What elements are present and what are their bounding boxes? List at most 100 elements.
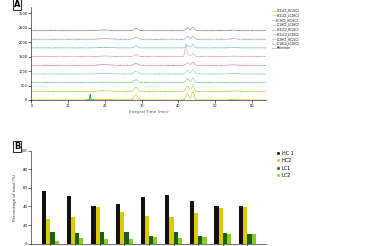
Text: A: A xyxy=(14,0,20,9)
Line: LC1HC1_LC2HC2: LC1HC1_LC2HC2 xyxy=(31,69,266,74)
Bar xyxy=(104,239,108,244)
Bar xyxy=(116,204,120,244)
HC1LC2_HC2LC1 xyxy=(144,64,148,67)
Bar xyxy=(178,238,182,244)
Line: Reference: Reference xyxy=(31,27,266,31)
HC1LC2_HC2LC1 xyxy=(264,64,269,67)
HC1LC1_LC2HC2 xyxy=(258,90,262,93)
HC1LC2_HC2LC1 xyxy=(137,63,142,66)
LC1HC2_LC2HC2 xyxy=(41,38,46,41)
LC1HC1_LC2HC2 xyxy=(264,73,269,76)
HC1LC2_LC2HC2 xyxy=(137,55,142,58)
HC1LC2_LC2HC2 xyxy=(184,42,188,45)
HC1LC2_HC2LC1 xyxy=(41,64,46,67)
LC HC1_HC2LC2 xyxy=(191,77,195,79)
HC1LC2_HC2LC1 xyxy=(81,64,85,67)
LC HC1_HC2LC2 xyxy=(258,81,262,84)
LC1HC2_LC2HC2 xyxy=(258,38,262,41)
HC1LC2_LC2HC2 xyxy=(258,55,262,58)
Line: LC1HC2_LC2HC2: LC1HC2_LC2HC2 xyxy=(31,36,266,40)
HC1LC1_HC2LC2 xyxy=(191,90,195,93)
Bar xyxy=(214,206,219,244)
Y-axis label: Percentage of total (%): Percentage of total (%) xyxy=(13,173,17,221)
LC HC1_HC2LC2 xyxy=(137,81,142,84)
Bar xyxy=(124,231,128,244)
LC1HC1_LC2HC2 xyxy=(159,73,163,76)
LC2HC1_HC2LC1 xyxy=(258,46,262,49)
Bar xyxy=(149,236,153,244)
HC1LC1_HC2LC2 xyxy=(258,99,262,102)
Bar xyxy=(190,201,194,244)
HC1LC2_LC2HC2 xyxy=(29,55,34,58)
LC1HC1_LC2HC2 xyxy=(41,72,46,75)
LC HC1_HC2LC2 xyxy=(208,81,212,84)
LC HC1_HC2LC2 xyxy=(29,81,34,84)
LC2HC1_HC2LC1 xyxy=(264,46,269,49)
Text: B: B xyxy=(14,142,20,151)
HC1LC1_LC2HC2 xyxy=(258,90,262,93)
Reference xyxy=(258,29,262,32)
HC1LC1_HC2LC2 xyxy=(264,99,269,102)
LC1HC2_LC2HC2 xyxy=(124,38,128,41)
LC2HC1_HC2LC1 xyxy=(258,46,262,49)
Reference xyxy=(144,29,148,32)
HC1LC2_HC2LC1 xyxy=(191,61,195,64)
HC1LC2_HC2LC1 xyxy=(258,64,262,67)
HC1LC1_LC2HC2 xyxy=(264,90,269,93)
Bar xyxy=(252,234,256,244)
Legend: HC 1, HC2, LC1, LC2: HC 1, HC2, LC1, LC2 xyxy=(273,149,296,180)
LC1HC2_LC2HC2 xyxy=(29,38,34,41)
Bar xyxy=(198,236,202,244)
Reference xyxy=(258,29,262,32)
HC1LC2_HC2LC1 xyxy=(215,64,219,67)
Bar xyxy=(75,233,79,244)
LC2HC1_HC2LC1 xyxy=(241,47,245,50)
Reference xyxy=(29,29,34,32)
HC1LC1_HC2LC2 xyxy=(137,98,142,101)
Line: LC HC1_HC2LC2: LC HC1_HC2LC2 xyxy=(31,78,266,83)
Bar xyxy=(67,196,71,244)
HC1LC1_LC2HC2 xyxy=(191,84,195,87)
Bar xyxy=(165,195,169,244)
HC1LC1_HC2LC2 xyxy=(215,98,219,101)
LC2HC1_HC2LC1 xyxy=(29,46,34,49)
HC1LC2_LC2HC2 xyxy=(264,55,269,58)
LC1HC2_LC2HC2 xyxy=(144,38,148,41)
Bar xyxy=(227,234,231,244)
LC1HC1_LC2HC2 xyxy=(215,72,219,75)
LC1HC1_LC2HC2 xyxy=(258,72,262,75)
Bar xyxy=(55,241,59,244)
Line: HC1LC1_LC2HC2: HC1LC1_LC2HC2 xyxy=(31,85,266,92)
X-axis label: Integral Time (min): Integral Time (min) xyxy=(129,109,169,114)
HC1LC2_LC2HC2 xyxy=(215,55,219,58)
Bar xyxy=(145,216,149,244)
Bar xyxy=(243,207,248,244)
HC1LC1_LC2HC2 xyxy=(158,90,162,93)
Bar xyxy=(202,237,206,244)
LC1HC1_LC2HC2 xyxy=(137,72,142,75)
Bar xyxy=(95,207,100,244)
Bar xyxy=(79,238,84,244)
Bar xyxy=(128,239,133,244)
Bar xyxy=(100,231,104,244)
HC1LC2_LC2HC2 xyxy=(162,55,166,58)
LC HC1_HC2LC2 xyxy=(41,81,46,84)
LC2HC1_HC2LC1 xyxy=(191,43,195,46)
HC1LC2_HC2LC1 xyxy=(258,64,262,67)
LC1HC2_LC2HC2 xyxy=(215,38,219,41)
Bar xyxy=(194,213,198,244)
Bar xyxy=(46,218,50,244)
LC1HC2_LC2HC2 xyxy=(191,34,195,37)
LC1HC1_LC2HC2 xyxy=(144,72,148,75)
LC HC1_HC2LC2 xyxy=(215,81,219,84)
HC1LC1_LC2HC2 xyxy=(215,90,219,93)
HC1LC1_LC2HC2 xyxy=(29,90,34,93)
HC1LC1_HC2LC2 xyxy=(35,99,39,102)
LC2HC1_HC2LC1 xyxy=(137,46,142,49)
LC2HC1_HC2LC1 xyxy=(214,46,219,49)
Reference xyxy=(191,26,195,29)
HC1LC1_HC2LC2 xyxy=(41,98,46,101)
Bar xyxy=(71,217,75,244)
Bar xyxy=(141,197,145,244)
Bar xyxy=(219,208,223,244)
